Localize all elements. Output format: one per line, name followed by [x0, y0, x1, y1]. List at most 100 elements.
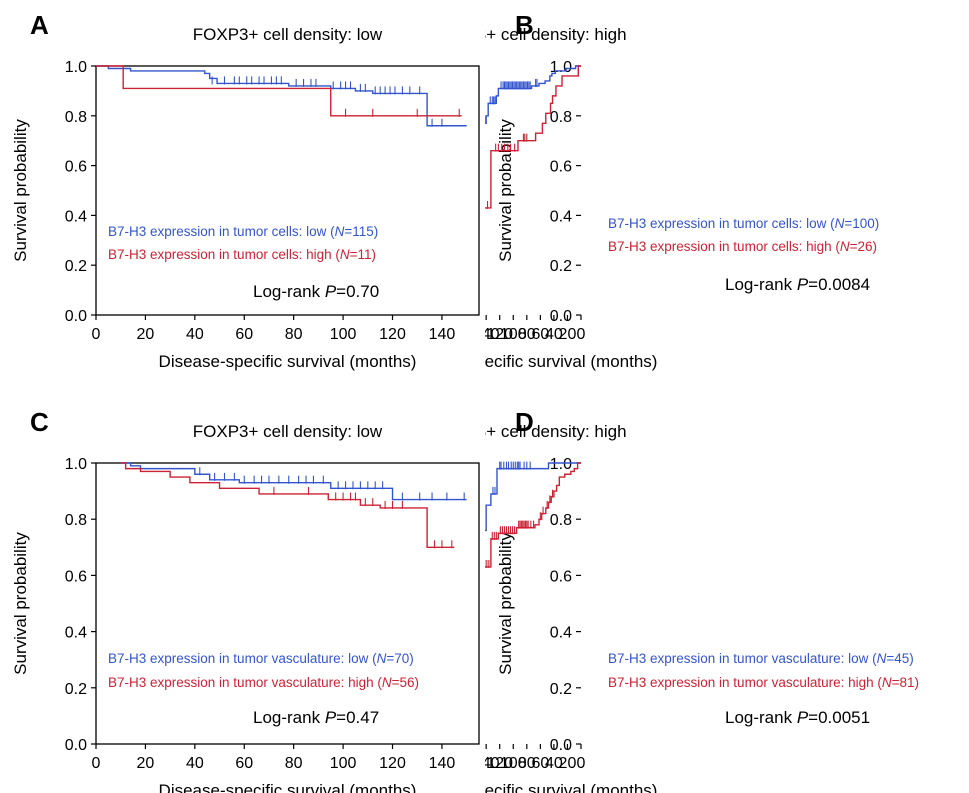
x-tick-label: 100 [500, 326, 527, 343]
legend-n: N [382, 675, 392, 690]
logrank-prefix: Log-rank [253, 708, 325, 727]
y-tick-label: 0.4 [65, 625, 87, 642]
legend-n: N [377, 651, 387, 666]
x-tick-label: 40 [186, 755, 204, 772]
km-chart-svg: DFOXP3+ cell density: high 0.0 0.2 0.4 0.6 0.… [485, 407, 919, 793]
panel-label: A [30, 10, 49, 40]
km-curve-low [485, 65, 581, 124]
panel-label: B [515, 10, 534, 40]
logrank-p: P [797, 708, 809, 727]
logrank-p: P [797, 275, 809, 294]
legend-prefix: B7-H3 expression in tumor vasculature: h… [608, 675, 882, 690]
y-tick-label: 0.6 [550, 568, 572, 585]
legend-suffix: =81) [892, 675, 919, 690]
logrank-prefix: Log-rank [725, 275, 797, 294]
legend-n: N [335, 224, 345, 239]
y-tick-label: 0.4 [65, 208, 87, 225]
x-tick-label: 120 [379, 755, 406, 772]
legend-entry-low: B7-H3 expression in tumor cells: low (N=… [108, 224, 378, 239]
y-tick-label: 0.8 [550, 109, 572, 126]
legend-prefix: B7-H3 expression in tumor vasculature: l… [108, 651, 377, 666]
logrank-value: =0.47 [336, 708, 379, 727]
x-tick-label: 20 [137, 755, 155, 772]
logrank-prefix: Log-rank [253, 282, 325, 301]
x-tick-label: 100 [330, 755, 357, 772]
legend-suffix: =26) [850, 239, 877, 254]
km-curve-high [96, 65, 462, 117]
y-axis-label: Survival probability [496, 532, 515, 675]
x-tick-label: 140 [429, 755, 456, 772]
legend-n: N [340, 247, 350, 262]
km-panel-c: C FOXP3+ cell density: low 0.0 0.2 0.4 0.6 0.8… [0, 397, 484, 793]
y-axis-label: Survival probability [496, 119, 515, 262]
y-tick-label: 0.6 [65, 568, 87, 585]
x-tick-label: 100 [500, 755, 527, 772]
x-tick-label: 120 [379, 326, 406, 343]
logrank-value: =0.70 [336, 282, 379, 301]
x-tick-label: 20 [137, 326, 155, 343]
panel-label: C [30, 407, 49, 437]
km-curve-high [120, 462, 455, 548]
x-tick-label: 80 [518, 755, 536, 772]
legend-prefix: B7-H3 expression in tumor cells: high ( [108, 247, 340, 262]
legend-suffix: =56) [392, 675, 419, 690]
chart-title: FOXP3+ cell density: high [485, 422, 627, 441]
logrank-p: P [325, 282, 337, 301]
legend-suffix: =100) [844, 216, 879, 231]
logrank-value: =0.0084 [808, 275, 870, 294]
y-tick-label: 0.2 [65, 681, 87, 698]
legend-entry-low: B7-H3 expression in tumor vasculature: l… [608, 651, 914, 666]
plot-frame [95, 65, 480, 316]
x-tick-label: 0 [577, 755, 586, 772]
km-chart-svg: A FOXP3+ cell density: low 0.0 0.2 0.4 0.6 0.8… [11, 10, 480, 371]
logrank-p: P [325, 708, 337, 727]
y-tick-label: 0.0 [550, 308, 572, 325]
chart-title: FOXP3+ cell density: low [193, 422, 383, 441]
x-tick-label: 80 [285, 755, 303, 772]
x-axis-label: Disease-specific survival (months) [485, 781, 657, 793]
chart-title: FOXP3+ cell density: high [485, 25, 627, 44]
x-axis-label: Disease-specific survival (months) [159, 352, 417, 371]
x-tick-label: 0 [92, 326, 101, 343]
x-tick-label: 60 [531, 755, 549, 772]
legend-suffix: =115) [344, 224, 378, 239]
km-panel-d: DFOXP3+ cell density: high 0.0 0.2 0.4 0.6 0.… [485, 397, 969, 793]
km-panel-b: BFOXP3+ cell density: high 0.0 0.2 0.4 0.6 0.… [485, 0, 969, 396]
y-tick-label: 0.2 [550, 681, 572, 698]
logrank-text: Log-rank P=0.0084 [725, 275, 870, 294]
logrank-prefix: Log-rank [725, 708, 797, 727]
y-tick-label: 0.2 [550, 258, 572, 275]
y-tick-label: 0.6 [65, 159, 87, 176]
km-chart-svg: C FOXP3+ cell density: low 0.0 0.2 0.4 0.6 0.8… [11, 407, 480, 793]
legend-suffix: =11) [350, 247, 376, 262]
legend-n: N [840, 239, 850, 254]
x-tick-label: 40 [545, 326, 563, 343]
x-tick-label: 140 [485, 755, 500, 772]
y-tick-label: 0.8 [550, 512, 572, 529]
logrank-text: Log-rank P=0.70 [253, 282, 379, 301]
panel-label: D [515, 407, 534, 437]
y-axis-label: Survival probability [11, 119, 30, 262]
km-curve-low [96, 65, 467, 127]
y-tick-label: 0.8 [65, 512, 87, 529]
y-tick-label: 1.0 [65, 456, 87, 473]
x-axis-label: Disease-specific survival (months) [485, 352, 657, 371]
x-tick-label: 20 [559, 755, 577, 772]
plot-frame [95, 462, 480, 745]
legend-suffix: =70) [386, 651, 413, 666]
km-chart-svg: BFOXP3+ cell density: high 0.0 0.2 0.4 0.6 0.… [485, 10, 879, 371]
logrank-text: Log-rank P=0.47 [253, 708, 379, 727]
legend-entry-high: B7-H3 expression in tumor cells: high (N… [608, 239, 877, 254]
x-tick-label: 140 [429, 326, 456, 343]
km-curve-low [120, 462, 467, 501]
chart-title: FOXP3+ cell density: low [193, 25, 383, 44]
legend-prefix: B7-H3 expression in tumor cells: low ( [108, 224, 335, 239]
x-tick-label: 20 [559, 326, 577, 343]
y-tick-label: 0.6 [550, 159, 572, 176]
y-axis-label: Survival probability [11, 532, 30, 675]
logrank-text: Log-rank P=0.0051 [725, 708, 870, 727]
x-tick-label: 100 [330, 326, 357, 343]
y-tick-label: 0.0 [65, 737, 87, 754]
y-tick-label: 1.0 [550, 456, 572, 473]
y-tick-label: 0.0 [65, 308, 87, 325]
